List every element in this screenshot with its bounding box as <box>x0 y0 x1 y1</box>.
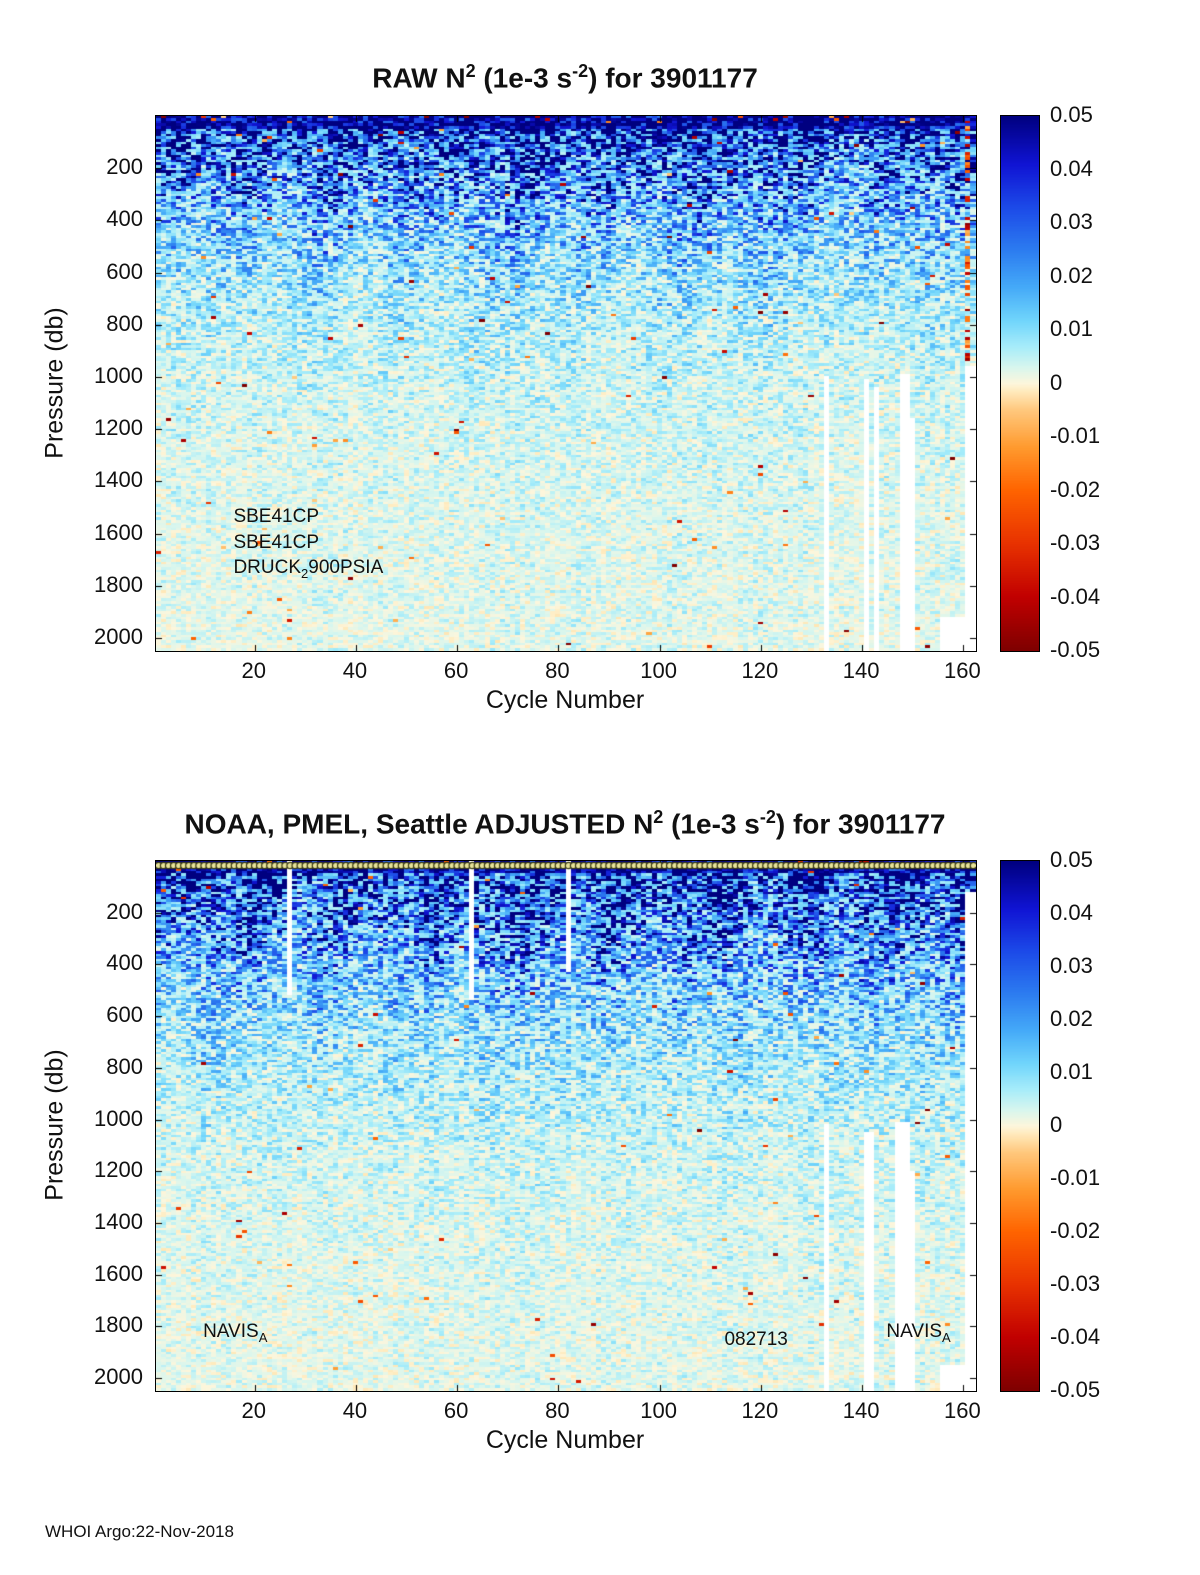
x-tick-label: 40 <box>342 1398 368 1423</box>
y-tick-label: 2000 <box>94 1364 143 1390</box>
x-tick-label: 140 <box>842 658 880 683</box>
adjusted-figure-title: NOAA, PMEL, Seattle ADJUSTED N2 (1e-3 s-… <box>184 808 945 839</box>
title-segment: RAW N <box>372 62 466 94</box>
raw-colorbar-canvas <box>1000 115 1040 652</box>
x-tick-label: 20 <box>241 658 266 683</box>
raw-figure-title: RAW N2 (1e-3 s-2) for 3901177 <box>372 62 758 93</box>
y-tick-label: 1000 <box>94 362 143 388</box>
plot-annotation: NAVISA <box>886 1321 950 1345</box>
y-tick-label: 200 <box>106 898 143 924</box>
title-segment: ) for 3901177 <box>588 62 758 94</box>
plot-annotation: SBE41CP <box>233 506 319 528</box>
x-tick-label: 80 <box>545 1398 570 1423</box>
colorbar-tick-label: 0.02 <box>1050 1006 1093 1031</box>
colorbar-tick-label: -0.04 <box>1050 583 1101 609</box>
annotation-text: 2 <box>301 565 309 581</box>
title-superscript: -2 <box>572 61 589 81</box>
colorbar-tick-label: 0.01 <box>1050 316 1093 341</box>
annotation-text: NAVIS <box>203 1320 259 1342</box>
title-segment: (1e-3 s <box>475 62 573 94</box>
y-tick-label: 600 <box>106 258 143 284</box>
y-tick-label: 1600 <box>94 519 143 545</box>
title-segment: (1e-3 s <box>663 808 760 840</box>
colorbar-tick-label: -0.02 <box>1050 476 1101 502</box>
y-tick-label: 800 <box>106 1053 143 1079</box>
y-tick-label: 1000 <box>94 1105 143 1131</box>
y-tick-label: 1400 <box>94 467 143 493</box>
x-tick-label: 140 <box>842 1398 880 1423</box>
colorbar-tick-label: 0.01 <box>1050 1059 1093 1084</box>
annotation-text: 900PSIA <box>308 556 384 578</box>
colorbar-tick-label: -0.03 <box>1050 1271 1101 1296</box>
colorbar-tick-label: 0.04 <box>1050 900 1093 925</box>
raw-heatmap-canvas <box>155 115 977 652</box>
adjusted-heatmap-canvas <box>155 860 977 1392</box>
x-tick-label: 160 <box>943 1398 981 1423</box>
x-tick-label: 100 <box>640 1398 677 1423</box>
y-tick-label: 600 <box>106 1002 143 1028</box>
y-tick-label: 1800 <box>94 1312 143 1338</box>
annotation-text: A <box>258 1329 268 1345</box>
x-tick-label: 100 <box>640 658 677 683</box>
colorbar-tick-label: 0 <box>1050 1112 1063 1137</box>
colorbar-tick-label: 0.02 <box>1050 262 1093 288</box>
colorbar-tick-label: 0.04 <box>1050 155 1093 181</box>
title-segment: ) for 3901177 <box>775 808 946 840</box>
y-tick-label: 2000 <box>94 623 143 649</box>
annotation-text: SBE41CP <box>233 505 319 527</box>
plot-annotation: SBE41CP <box>233 532 319 554</box>
title-segment: NOAA, PMEL, Seattle ADJUSTED N <box>184 808 654 840</box>
annotation-text: SBE41CP <box>233 532 319 553</box>
colorbar-tick-label: 0.05 <box>1050 102 1093 127</box>
colorbar-tick-label: -0.05 <box>1050 637 1101 662</box>
x-tick-label: 20 <box>241 1398 266 1423</box>
plot-annotation: 082713 <box>724 1329 787 1351</box>
y-tick-label: 1200 <box>94 1157 143 1183</box>
x-tick-label: 120 <box>741 1398 779 1423</box>
y-tick-label: 400 <box>106 950 143 976</box>
title-superscript: 2 <box>653 807 664 827</box>
colorbar-tick-label: -0.01 <box>1050 1165 1101 1190</box>
colorbar-tick-label: -0.01 <box>1050 423 1101 448</box>
annotation-text: NAVIS <box>886 1320 943 1342</box>
y-tick-label: 1400 <box>94 1208 143 1234</box>
adjusted-x-axis-label: Cycle Number <box>485 1426 645 1454</box>
adjusted-colorbar-canvas <box>1000 860 1040 1392</box>
y-tick-label: 800 <box>106 310 143 336</box>
x-tick-label: 40 <box>342 658 368 683</box>
x-tick-label: 120 <box>741 658 779 683</box>
y-tick-label: 1800 <box>94 571 143 597</box>
plot-annotation: DRUCK2900PSIA <box>233 557 383 581</box>
colorbar-tick-label: -0.02 <box>1050 1218 1101 1243</box>
y-tick-label: 1600 <box>94 1260 143 1286</box>
y-tick-label: 200 <box>106 154 143 180</box>
raw-x-axis-label: Cycle Number <box>485 686 645 714</box>
colorbar-tick-label: 0.03 <box>1050 953 1093 978</box>
plot-annotation: NAVISA <box>203 1321 267 1345</box>
y-tick-label: 1200 <box>94 415 143 441</box>
colorbar-tick-label: -0.03 <box>1050 530 1101 555</box>
x-tick-label: 60 <box>443 658 469 683</box>
y-tick-label: 400 <box>106 206 143 232</box>
x-tick-label: 60 <box>443 1398 469 1423</box>
x-tick-label: 80 <box>545 658 570 683</box>
title-superscript: 2 <box>465 61 476 81</box>
title-superscript: -2 <box>759 807 776 827</box>
annotation-text: A <box>942 1329 951 1345</box>
colorbar-tick-label: -0.04 <box>1050 1324 1101 1349</box>
x-tick-label: 160 <box>943 658 981 683</box>
annotation-text: DRUCK <box>233 556 302 578</box>
colorbar-tick-label: 0.03 <box>1050 209 1093 234</box>
annotation-text: 082713 <box>724 1328 788 1350</box>
colorbar-tick-label: -0.05 <box>1050 1377 1101 1402</box>
footer-text: WHOI Argo:22-Nov-2018 <box>45 1522 234 1541</box>
colorbar-tick-label: 0 <box>1050 369 1063 395</box>
colorbar-tick-label: 0.05 <box>1050 847 1093 872</box>
